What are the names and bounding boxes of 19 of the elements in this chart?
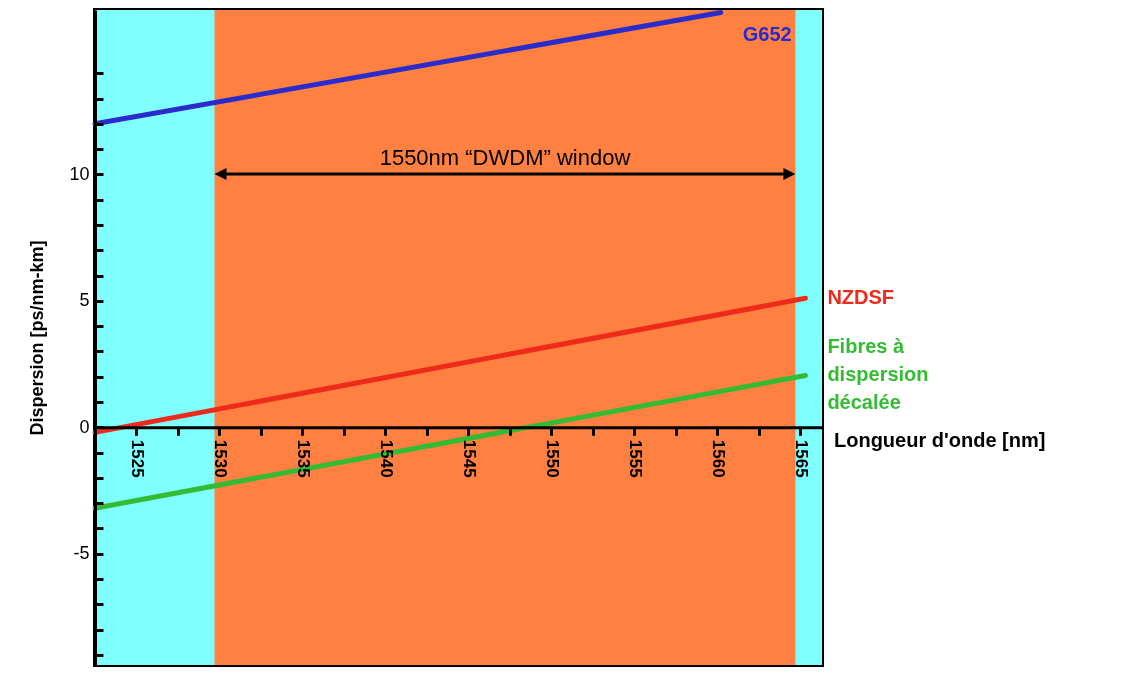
y-tick-label: 5 [79, 290, 90, 311]
x-tick-label: 1540 [376, 439, 396, 478]
series-label: NZDSF [827, 286, 895, 309]
annotation: 1550nm “DWDM” window [379, 145, 631, 170]
x-tick-label: 1565 [791, 439, 811, 478]
x-axis-title: Longueur d'onde [nm] [834, 429, 1046, 452]
y-tick-label: 10 [69, 163, 90, 184]
x-tick-label: 1555 [625, 439, 645, 478]
x-tick-label: 1560 [708, 439, 728, 478]
x-tick-label: 1550 [542, 439, 562, 478]
y-tick-label: -5 [73, 543, 90, 564]
series-label: G652 [742, 22, 792, 45]
y-tick-label: 0 [79, 416, 90, 437]
x-tick-label: 1545 [459, 439, 479, 478]
x-tick-label: 1525 [128, 439, 147, 478]
series-label: Fibres à dispersion décalée [827, 335, 929, 414]
x-tick-label: 1530 [210, 439, 230, 478]
y-axis-title: Dispersion [ps/nm-km] [27, 240, 48, 436]
x-tick-label: 1535 [293, 439, 313, 478]
